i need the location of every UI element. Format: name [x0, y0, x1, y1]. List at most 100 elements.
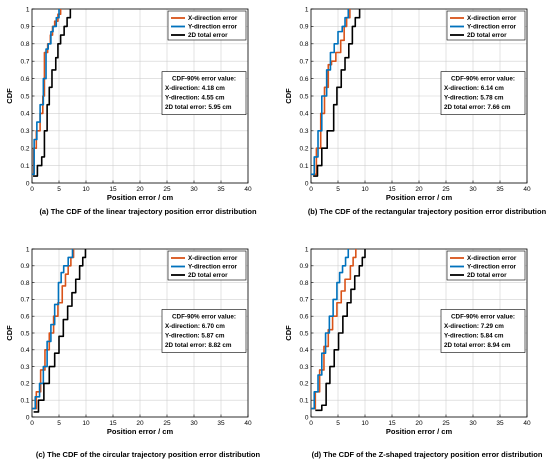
legend-label: Y-direction error	[467, 24, 517, 31]
x-tick-label: 20	[136, 420, 144, 427]
legend-label: Y-direction error	[467, 264, 517, 271]
series-line	[311, 9, 350, 176]
x-tick-label: 5	[57, 420, 61, 427]
x-tick-label: 30	[190, 186, 198, 193]
x-tick-label: 5	[336, 420, 340, 427]
series-line	[33, 249, 87, 413]
x-tick-label: 40	[523, 420, 531, 427]
annotation-line: Y-direction: 4.55 cm	[165, 95, 225, 102]
series-line	[32, 249, 74, 410]
x-tick-label: 10	[361, 420, 369, 427]
legend-label: X-direction error	[467, 15, 517, 22]
annotation-line: Y-direction: 5.84 cm	[444, 332, 504, 339]
y-tick-label: 0.9	[20, 24, 29, 31]
x-tick-label: 40	[523, 186, 531, 193]
annotation-line: X-direction: 4.18 cm	[165, 85, 225, 92]
chart-panel: 0 5 10 15 20 25 30 35 40 0 0.1 0.2 0.3 0.4 0.5 0.6 0.7 0.…	[5, 246, 261, 459]
x-axis-label: Position error / cm	[107, 193, 174, 202]
y-axis-label: CDF	[5, 88, 14, 104]
annotation: CDF-90% error value: X-direction: 6.14 cm…	[440, 71, 526, 115]
x-tick-label: 35	[496, 420, 504, 427]
annotation-line: X-direction: 6.70 cm	[165, 323, 225, 330]
y-tick-label: 0.4	[20, 347, 29, 354]
annotation-line: X-direction: 7.29 cm	[444, 323, 504, 330]
annotation: CDF-90% error value: X-direction: 7.29 cm…	[440, 309, 526, 353]
x-tick-label: 35	[217, 186, 225, 193]
x-axis-label: Position error / cm	[386, 427, 453, 436]
axes-frame	[31, 8, 249, 184]
chart-panel: 0 5 10 15 20 25 30 35 40 0 0.1 0.2 0.3 0.4 0.5 0.6 0.7 0.…	[5, 6, 257, 216]
x-axis-label: Position error / cm	[386, 193, 453, 202]
x-tick-label: 15	[388, 186, 396, 193]
x-tick-label: 20	[136, 186, 144, 193]
annotation-line: Y-direction: 5.87 cm	[165, 332, 225, 339]
x-tick-label: 0	[309, 186, 313, 193]
legend-label: 2D total error	[188, 272, 228, 279]
y-tick-label: 0.2	[299, 146, 308, 153]
y-tick-label: 1	[26, 6, 30, 13]
chart-caption: (c) The CDF of the circular trajectory p…	[36, 450, 261, 459]
y-tick-label: 0.5	[299, 93, 308, 100]
legend-label: X-direction error	[188, 255, 238, 262]
x-tick-label: 30	[190, 420, 198, 427]
y-tick-label: 0.9	[299, 24, 308, 31]
y-tick-label: 1	[26, 246, 30, 253]
x-tick-label: 30	[469, 420, 477, 427]
annotation-box	[161, 71, 247, 115]
series-line	[32, 9, 60, 176]
y-tick-label: 0.1	[299, 398, 308, 405]
y-axis-label: CDF	[5, 325, 14, 341]
x-tick-label: 10	[82, 186, 90, 193]
x-tick-label: 5	[336, 186, 340, 193]
annotation-box	[161, 309, 247, 353]
y-tick-label: 0.3	[20, 128, 29, 135]
chart-caption: (b) The CDF of the rectangular trajector…	[308, 207, 547, 216]
y-tick-label: 0.7	[20, 297, 29, 304]
y-tick-label: 1	[305, 246, 309, 253]
annotation-box	[440, 71, 526, 115]
y-tick-label: 0	[26, 414, 30, 421]
x-tick-label: 10	[82, 420, 90, 427]
legend-label: 2D total error	[188, 32, 228, 39]
y-tick-label: 0.7	[299, 297, 308, 304]
axes-frame	[31, 248, 249, 418]
chart-panel: 0 5 10 15 20 25 30 35 40 0 0.1 0.2 0.3 0.4 0.5 0.6 0.7 0.…	[284, 6, 547, 216]
y-tick-label: 0.4	[20, 111, 29, 118]
x-tick-label: 15	[388, 420, 396, 427]
legend-box	[167, 250, 247, 281]
annotation: CDF-90% error value: X-direction: 4.18 cm…	[161, 71, 247, 115]
chart-panel: 0 5 10 15 20 25 30 35 40 0 0.1 0.2 0.3 0.4 0.5 0.6 0.7 0.…	[284, 246, 543, 459]
annotation-line: 2D total error: 8.82 cm	[165, 342, 232, 349]
y-tick-label: 0.6	[20, 314, 29, 321]
x-tick-label: 40	[244, 420, 252, 427]
y-tick-label: 0.8	[20, 280, 29, 287]
y-tick-label: 0.2	[299, 381, 308, 388]
annotation-line: X-direction: 6.14 cm	[444, 85, 504, 92]
legend-label: 2D total error	[467, 32, 507, 39]
y-tick-label: 0.5	[20, 330, 29, 337]
y-tick-label: 0	[26, 180, 30, 187]
series-line	[311, 249, 350, 410]
x-tick-label: 35	[217, 420, 225, 427]
axes-frame	[310, 8, 528, 184]
y-tick-label: 0.1	[299, 163, 308, 170]
y-tick-label: 0.6	[20, 76, 29, 83]
y-tick-label: 0.3	[20, 364, 29, 371]
annotation-line: 2D total error: 7.66 cm	[444, 104, 511, 111]
chart-caption: (d) The CDF of the Z-shaped trajectory p…	[312, 450, 543, 459]
y-tick-label: 0.3	[299, 364, 308, 371]
x-tick-label: 0	[30, 420, 34, 427]
x-tick-label: 5	[57, 186, 61, 193]
series-line	[313, 9, 361, 177]
y-tick-label: 0.7	[20, 59, 29, 66]
legend-label: Y-direction error	[188, 264, 238, 271]
x-tick-label: 25	[163, 186, 171, 193]
annotation-line: CDF-90% error value:	[172, 313, 236, 320]
annotation-line: 2D total error: 8.94 cm	[444, 342, 511, 349]
y-tick-label: 0.9	[299, 263, 308, 270]
annotation-line: Y-direction: 5.78 cm	[444, 95, 504, 102]
